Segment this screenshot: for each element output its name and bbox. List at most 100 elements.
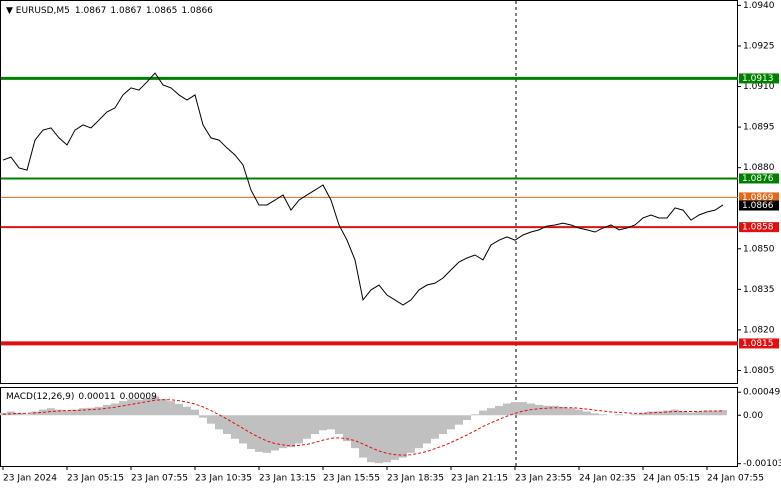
macd-bar <box>423 415 431 444</box>
macd-bar <box>559 406 567 416</box>
y2-tick-label: 0.00049 <box>743 388 780 398</box>
macd-bar <box>303 415 311 439</box>
macd-bar <box>463 415 471 420</box>
macd-bar <box>231 415 239 439</box>
macd-bar <box>583 411 591 416</box>
macd-bar <box>367 415 375 463</box>
macd-bar <box>319 415 327 431</box>
macd-bar <box>599 414 607 416</box>
macd-bar <box>175 403 183 416</box>
macd-label: MACD(12,26,9) <box>6 392 74 402</box>
level-label: 1.0913 <box>742 74 774 84</box>
macd-bar <box>471 414 479 416</box>
x-tick-label: 24 Jan 05:15 <box>643 474 700 484</box>
level-tag <box>739 222 779 233</box>
macd-bar <box>343 415 351 442</box>
y2-tick-label: -0.00103 <box>743 459 781 469</box>
macd-bar <box>503 403 511 416</box>
macd-bar <box>391 415 399 460</box>
price-header: ▼ EURUSD,M5 1.0867 1.0867 1.0865 1.0866 <box>6 6 213 16</box>
macd-bar <box>199 415 207 418</box>
y-tick-label: 1.0925 <box>743 41 775 51</box>
x-tick-label: 23 Jan 23:55 <box>515 474 572 484</box>
macd-bar <box>255 415 263 452</box>
y-tick-label: 1.0895 <box>743 123 775 133</box>
symbol: ▼ <box>6 6 16 16</box>
macd-bar <box>495 405 503 416</box>
macd-bar <box>383 415 391 463</box>
level-label: 1.0815 <box>742 339 774 349</box>
macd-bar <box>455 415 463 425</box>
macd-bar <box>223 415 231 435</box>
macd-bar <box>87 407 95 416</box>
macd-bar <box>215 415 223 430</box>
macd-bar <box>631 414 639 416</box>
macd-bar <box>351 415 359 449</box>
macd-bar <box>95 406 103 416</box>
macd-bar <box>567 408 575 416</box>
macd-bar <box>575 409 583 416</box>
y-tick-label: 1.0910 <box>743 82 775 92</box>
last-price-label: 1.0866 <box>742 201 774 211</box>
x-tick-label: 23 Jan 18:35 <box>387 474 444 484</box>
level-tag <box>739 338 779 349</box>
y-tick-label: 1.0820 <box>743 325 775 335</box>
x-tick-label: 23 Jan 2024 <box>3 474 57 484</box>
macd-bar <box>159 398 167 416</box>
macd-bar <box>135 399 143 416</box>
macd-bar <box>335 415 343 435</box>
macd-bar <box>359 415 367 458</box>
macd-bar <box>311 415 319 435</box>
x-tick-label: 24 Jan 02:35 <box>579 474 636 484</box>
x-tick-label: 23 Jan 07:55 <box>131 474 188 484</box>
price-panel <box>0 0 738 384</box>
macd-bar <box>183 406 191 416</box>
macd-value: 0.00011 <box>78 392 115 402</box>
macd-bar <box>207 415 215 424</box>
level-label: 1.0876 <box>742 174 774 184</box>
level-label: 1.0869 <box>742 193 774 203</box>
x-tick-label: 23 Jan 10:35 <box>195 474 252 484</box>
macd-bar <box>511 402 519 416</box>
last-price-tag <box>739 200 779 211</box>
macd-bar <box>71 409 79 416</box>
macd-bar <box>439 415 447 435</box>
macd-bar <box>279 415 287 449</box>
macd-bar <box>415 415 423 449</box>
macd-bar <box>431 415 439 439</box>
macd-bar <box>151 396 159 416</box>
macd-bar <box>487 408 495 416</box>
low: 1.0865 <box>146 6 178 16</box>
x-tick-label: 23 Jan 15:55 <box>323 474 380 484</box>
y-tick-label: 1.0805 <box>743 366 775 376</box>
macd-bar <box>703 410 711 416</box>
signal-line <box>2 399 723 456</box>
macd-bar <box>247 415 255 450</box>
y-tick-label: 1.0940 <box>743 1 775 11</box>
macd-bar <box>479 410 487 416</box>
macd-bar <box>103 404 111 416</box>
macd-bar <box>551 405 559 416</box>
macd-bar <box>191 409 199 416</box>
open: 1.0867 <box>75 6 107 16</box>
macd-bar <box>7 411 15 416</box>
macd-bar <box>119 401 127 416</box>
macd-bar <box>167 401 175 416</box>
macd-bar <box>295 415 303 444</box>
plot-layer <box>0 72 738 464</box>
high: 1.0867 <box>110 6 142 16</box>
macd-bar <box>111 403 119 416</box>
signal-value: 0.00009 <box>120 392 157 402</box>
macd-bar <box>271 415 279 451</box>
macd-bar <box>55 409 63 416</box>
x-tick-label: 23 Jan 05:15 <box>67 474 124 484</box>
macd-bar <box>535 404 543 416</box>
macd-bar <box>615 414 623 416</box>
macd-bar <box>79 408 87 416</box>
macd-bar <box>287 415 295 448</box>
macd-bar <box>239 415 247 444</box>
macd-bar <box>63 410 71 416</box>
macd-bar <box>519 402 527 416</box>
macd-bar <box>23 414 31 416</box>
